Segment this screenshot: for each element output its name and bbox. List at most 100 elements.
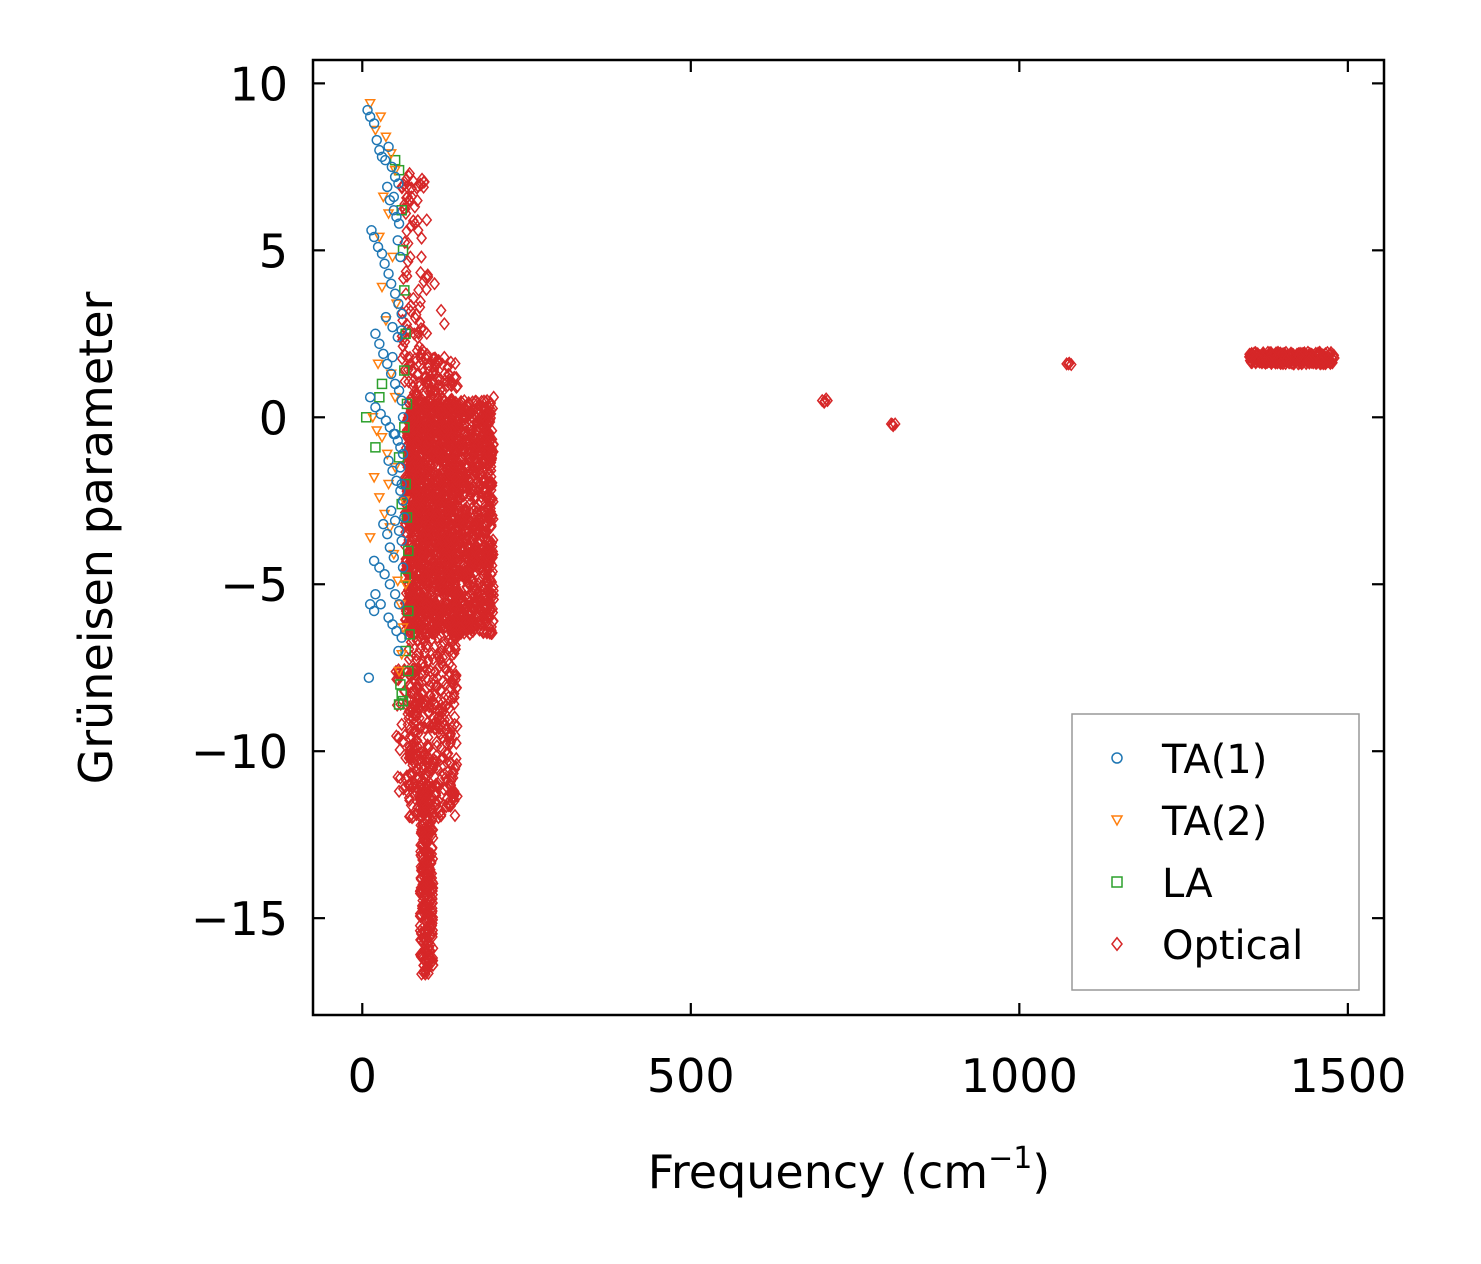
point-ta1 bbox=[395, 485, 406, 497]
point-ta1 bbox=[397, 412, 409, 423]
point-optical bbox=[451, 789, 463, 804]
x-tick-label: 0 bbox=[348, 1049, 377, 1103]
point-optical bbox=[465, 533, 477, 548]
point-optical bbox=[445, 604, 457, 618]
point-optical bbox=[487, 614, 499, 628]
point-optical bbox=[427, 646, 439, 661]
point-ta1 bbox=[383, 268, 394, 279]
point-optical bbox=[468, 597, 480, 611]
point-optical bbox=[1065, 357, 1077, 372]
point-optical bbox=[426, 892, 438, 906]
point-optical bbox=[406, 190, 418, 204]
point-optical bbox=[485, 501, 496, 516]
x-axis-label-close: ) bbox=[1032, 1145, 1050, 1199]
point-optical bbox=[449, 533, 461, 548]
point-optical bbox=[408, 683, 420, 697]
series-ta1 bbox=[362, 104, 410, 683]
point-optical bbox=[431, 679, 443, 694]
legend-markers bbox=[1110, 752, 1124, 952]
point-optical bbox=[405, 219, 417, 234]
point-optical bbox=[392, 770, 404, 784]
legend-label-ta2: TA(2) bbox=[1161, 799, 1267, 845]
point-ta1 bbox=[393, 385, 405, 396]
point-optical bbox=[446, 659, 458, 674]
point-optical bbox=[448, 690, 460, 705]
point-ta2 bbox=[393, 666, 405, 678]
y-tick-label: 5 bbox=[259, 224, 288, 278]
point-ta2 bbox=[394, 599, 407, 611]
point-ta1 bbox=[395, 251, 406, 263]
point-optical bbox=[411, 385, 422, 400]
point-optical bbox=[471, 438, 483, 453]
point-ta1 bbox=[366, 225, 377, 236]
point-optical bbox=[420, 483, 431, 498]
point-optical bbox=[447, 415, 459, 429]
point-optical bbox=[404, 350, 416, 365]
point-optical bbox=[435, 683, 446, 697]
point-optical bbox=[405, 432, 417, 446]
point-optical bbox=[420, 270, 432, 284]
point-ta1 bbox=[396, 308, 407, 320]
point-optical bbox=[448, 697, 460, 711]
point-optical bbox=[423, 764, 435, 779]
point-optical bbox=[423, 532, 435, 546]
point-optical bbox=[431, 486, 443, 501]
point-optical bbox=[431, 507, 443, 522]
point-ta1 bbox=[388, 552, 400, 563]
point-optical bbox=[430, 755, 442, 769]
point-la bbox=[403, 605, 414, 617]
point-optical bbox=[444, 516, 456, 530]
point-optical bbox=[443, 578, 455, 593]
point-optical bbox=[405, 452, 417, 467]
point-optical bbox=[409, 740, 421, 755]
point-optical bbox=[407, 291, 419, 306]
point-optical bbox=[402, 254, 414, 269]
point-ta1 bbox=[368, 118, 380, 129]
point-ta1 bbox=[395, 462, 406, 473]
point-optical bbox=[1255, 349, 1267, 363]
point-optical bbox=[405, 459, 417, 473]
point-optical bbox=[413, 326, 425, 341]
point-optical bbox=[414, 883, 426, 898]
point-optical bbox=[426, 930, 438, 944]
point-ta1 bbox=[379, 568, 390, 580]
point-ta1 bbox=[368, 555, 380, 567]
point-ta1 bbox=[396, 325, 407, 336]
point-optical bbox=[464, 626, 476, 641]
point-optical bbox=[422, 738, 434, 752]
point-optical bbox=[444, 466, 456, 481]
point-optical bbox=[435, 809, 447, 823]
point-optical bbox=[458, 481, 470, 495]
point-optical bbox=[476, 617, 488, 632]
point-optical bbox=[484, 397, 496, 411]
point-optical bbox=[442, 642, 454, 656]
point-optical bbox=[418, 924, 430, 938]
point-optical bbox=[476, 555, 488, 570]
point-optical bbox=[430, 697, 442, 712]
point-ta1 bbox=[383, 141, 394, 153]
point-optical bbox=[406, 667, 418, 681]
point-ta1 bbox=[368, 231, 380, 243]
point-optical bbox=[432, 703, 443, 718]
legend-label-la: LA bbox=[1162, 861, 1213, 907]
point-optical bbox=[449, 613, 461, 628]
point-optical bbox=[440, 718, 452, 732]
point-optical bbox=[421, 856, 433, 871]
point-ta2 bbox=[376, 282, 388, 294]
point-optical bbox=[448, 549, 460, 563]
point-optical bbox=[448, 504, 460, 519]
point-optical bbox=[451, 404, 463, 419]
point-optical bbox=[409, 200, 421, 214]
point-optical bbox=[441, 755, 453, 770]
point-optical bbox=[421, 213, 433, 227]
point-optical bbox=[473, 480, 484, 495]
point-optical bbox=[434, 517, 446, 532]
point-optical bbox=[485, 504, 497, 519]
point-ta2 bbox=[399, 579, 412, 591]
legend-label-optical: Optical bbox=[1162, 923, 1303, 969]
point-ta2 bbox=[369, 125, 382, 137]
point-optical bbox=[435, 303, 447, 318]
point-optical bbox=[400, 206, 412, 221]
point-optical bbox=[483, 536, 495, 550]
